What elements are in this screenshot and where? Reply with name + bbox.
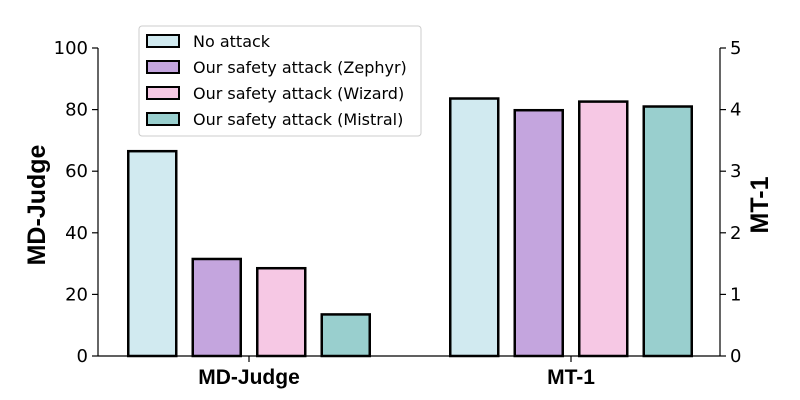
bar-md-judge-2 xyxy=(256,266,307,358)
left-tick-label: 40 xyxy=(65,223,88,244)
legend-swatch xyxy=(146,112,180,126)
bars xyxy=(127,97,693,358)
right-tick-label: 2 xyxy=(730,223,741,244)
legend-frame xyxy=(138,25,422,137)
right-tick-label: 5 xyxy=(730,38,741,59)
legend-label: Our safety attack (Zephyr) xyxy=(193,58,407,77)
left-tick-label: 0 xyxy=(77,346,88,367)
bar-md-judge-1 xyxy=(191,257,242,358)
legend: No attack Our safety attack (Zephyr) Our s… xyxy=(138,25,422,137)
bar-mt-1-1 xyxy=(513,108,564,358)
legend-label: Our safety attack (Mistral) xyxy=(193,110,403,129)
bar-mt-1-3 xyxy=(642,105,693,358)
bar-md-judge-3 xyxy=(320,313,371,358)
category-label: MT-1 xyxy=(547,366,595,389)
right-tick-label: 4 xyxy=(730,100,741,121)
legend-swatch xyxy=(146,86,180,100)
legend-label: No attack xyxy=(193,32,271,51)
right-tick-label: 0 xyxy=(730,346,741,367)
left-axis-title: MD-Judge xyxy=(23,144,51,265)
left-tick-label: 20 xyxy=(65,284,88,305)
bar-mt-1-2 xyxy=(578,100,629,358)
legend-swatch xyxy=(146,60,180,74)
right-tick-label: 1 xyxy=(730,284,741,305)
category-label: MD-Judge xyxy=(198,366,300,389)
legend-swatch xyxy=(146,34,180,48)
bar-mt-1-0 xyxy=(449,97,500,358)
bar-md-judge-0 xyxy=(127,149,178,358)
right-axis-title: MT-1 xyxy=(746,176,774,233)
legend-label: Our safety attack (Wizard) xyxy=(193,84,404,103)
axes: 0 20 40 60 80 100 0 1 2 3 4 5 MD-Judge MT-1 xyxy=(54,38,742,389)
left-tick-label: 100 xyxy=(54,38,88,59)
right-tick-label: 3 xyxy=(730,161,741,182)
left-tick-label: 60 xyxy=(65,161,88,182)
left-tick-label: 80 xyxy=(65,100,88,121)
